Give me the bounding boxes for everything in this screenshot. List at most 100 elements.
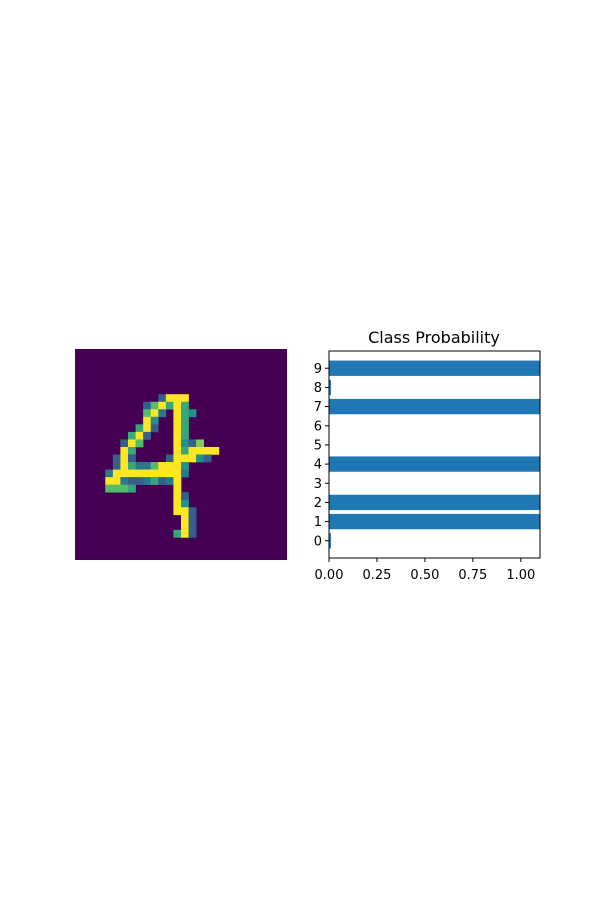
image-pixel [173,401,182,410]
image-pixel [173,477,182,485]
bar-class-2 [329,494,540,511]
image-pixel [135,469,144,478]
image-pixel [165,454,174,463]
image-pixel [181,522,189,531]
image-pixel [173,454,182,463]
image-pixel [120,462,129,470]
image-pixel [112,454,121,463]
image-pixel [143,401,152,410]
y-tick-label: 2 [314,496,322,511]
class-probability-chart: Class Probability 0 1 2 3 4 5 6 7 8 9 0.00 0.25 0.5… [314,328,541,583]
image-pixel [143,477,152,485]
x-tick-label: 1.00 [506,568,535,583]
image-pixel [173,431,182,440]
image-pixel [135,477,144,485]
image-pixel [173,529,182,538]
image-pixel [181,469,189,478]
image-pixel [143,409,152,418]
image-pixel [112,484,121,493]
image-pixel [188,446,197,455]
image-pixel [181,499,189,508]
image-pixel [181,514,189,523]
image-pixel [181,409,189,418]
image-pixel [135,462,144,470]
image-pixel [188,514,197,523]
image-pixel [188,454,197,463]
image-pixel [181,529,189,538]
image-pixel [150,469,159,478]
image-pixel [173,416,182,425]
y-tick-label: 3 [314,477,322,492]
image-pixel [158,477,167,485]
image-pixel [150,409,159,418]
image-pixel [135,424,144,433]
y-tick-label: 4 [314,458,322,473]
image-pixel [165,394,174,403]
image-pixel [158,401,167,410]
y-tick-label: 0 [314,534,322,549]
image-pixel [120,477,129,485]
image-pixel [143,424,152,433]
image-pixel [188,529,197,538]
image-pixel [196,454,205,463]
image-pixel [188,439,197,448]
image-pixel [173,409,182,418]
image-pixel [181,394,189,403]
image-pixel [181,424,189,433]
image-pixel [173,484,182,493]
image-pixel [181,401,189,410]
image-pixel [165,469,174,478]
bar-class-4 [329,456,540,472]
y-tick-label: 5 [314,438,322,453]
image-pixel [150,416,159,425]
image-pixel [158,469,167,478]
image-pixel [143,462,152,470]
image-pixel [105,469,114,478]
image-pixel [173,424,182,433]
image-pixel [128,484,136,493]
image-pixel [135,439,144,448]
image-pixel [165,462,174,470]
image-pixel [135,431,144,440]
bar-class-7 [329,398,540,415]
image-pixel [173,439,182,448]
y-tick-label: 1 [314,515,322,530]
image-pixel [150,401,159,410]
image-pixel [128,446,136,455]
digit-image [75,349,287,560]
x-tick-label: 0.50 [410,568,439,583]
image-pixel [188,522,197,531]
x-tick-label: 0.75 [458,568,487,583]
image-pixel [128,439,136,448]
image-pixel [128,431,136,440]
bar-class-0 [329,533,331,549]
image-pixel [112,462,121,470]
image-pixel [188,507,197,516]
image-pixel [158,409,167,418]
y-tick-label: 6 [314,419,322,434]
image-pixel [181,416,189,425]
image-pixel [203,446,212,455]
image-pixel [158,462,167,470]
image-pixel [165,477,174,485]
image-pixel [173,492,182,501]
x-tick-label: 0.00 [315,568,344,583]
image-pixel [181,462,189,470]
x-tick-label: 0.25 [362,568,391,583]
image-pixel [112,477,121,485]
image-pixel [105,477,114,485]
image-pixel [120,446,129,455]
image-pixel [188,409,197,418]
image-pixel [150,477,159,485]
image-pixel [165,401,174,410]
image-pixel [143,416,152,425]
image-pixel [150,424,159,433]
axes-frame [328,350,541,559]
image-pixel [173,499,182,508]
y-tick-label: 8 [314,381,322,396]
bar-class-9 [329,360,540,376]
image-pixel [128,454,136,463]
y-tick-label: 7 [314,400,322,415]
y-tick-label: 9 [314,362,322,377]
image-pixel [173,394,182,403]
